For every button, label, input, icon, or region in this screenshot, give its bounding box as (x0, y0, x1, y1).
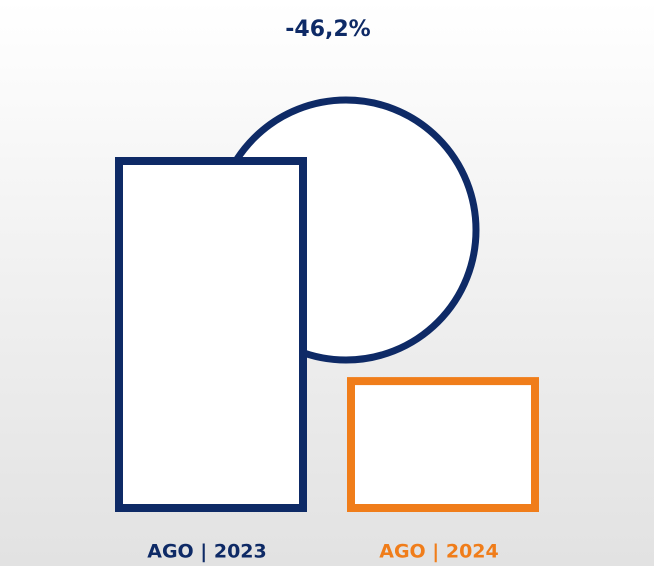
change-annotation: -46,2% (285, 17, 370, 42)
page: -46,2% AGO | 2023AGO | 2024 (() => { con… (0, 0, 654, 566)
bar (119, 161, 303, 508)
chart: -46,2% AGO | 2023 AGO | 2024 (0, 0, 654, 566)
category-label: AGO | 2024 (379, 541, 499, 563)
bar (351, 381, 535, 508)
category-label: AGO | 2023 (147, 541, 267, 563)
